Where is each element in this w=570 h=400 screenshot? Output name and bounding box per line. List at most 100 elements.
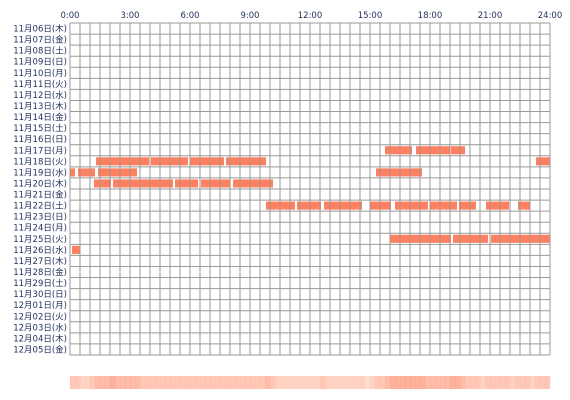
heat-strip-cell (440, 376, 446, 389)
heat-strip-cell (120, 376, 126, 389)
activity-bar (233, 179, 273, 188)
heat-strip-cell (390, 376, 396, 389)
heat-strip-cell (215, 376, 221, 389)
heat-strip-cell (100, 376, 106, 389)
heat-strip-cell (355, 376, 361, 389)
heat-strip-cell (300, 376, 306, 389)
activity-bar (113, 179, 173, 188)
heat-strip-cell (365, 376, 371, 389)
activity-bar (430, 201, 457, 210)
heat-strip-cell (465, 376, 471, 389)
heat-strip-cell (245, 376, 251, 389)
heat-strip-cell (340, 376, 346, 389)
heat-strip-cell (380, 376, 386, 389)
heat-strip-cell (540, 376, 546, 389)
heat-strip-cell (400, 376, 406, 389)
heat-strip-cell (505, 376, 511, 389)
heat-strip-cell (525, 376, 531, 389)
heat-strip-cell (80, 376, 86, 389)
activity-bar (94, 179, 111, 188)
day-label: 11月25日(火) (13, 235, 67, 245)
heat-strip-cell (480, 376, 486, 389)
day-label: 11月19日(水) (13, 167, 67, 178)
activity-bar (190, 157, 224, 166)
heat-strip-cell (310, 376, 316, 389)
heat-strip-cell (420, 376, 426, 389)
heat-strip-cell (430, 376, 436, 389)
day-label: 11月24日(月) (13, 224, 67, 234)
heat-strip-cell (260, 376, 266, 389)
heat-strip-cell (360, 376, 366, 389)
heat-strip-cell (105, 376, 111, 389)
day-label: 11月14日(金) (13, 112, 67, 123)
heat-strip-cell (150, 376, 156, 389)
activity-bar (324, 201, 362, 210)
day-label: 11月11日(火) (13, 80, 67, 90)
heat-strip-cell (140, 376, 146, 389)
x-tick-label: 0:00 (60, 11, 79, 21)
heat-strip-cell (205, 376, 211, 389)
heat-strip-cell (220, 376, 226, 389)
heat-strip-cell (330, 376, 336, 389)
activity-bar (96, 157, 149, 166)
x-axis-tick-labels: 0:00 3:00 6:00 9:00 12:00 15:00 18:00 21:00 24:0… (60, 11, 562, 21)
activity-bar (518, 201, 530, 210)
heat-strip-cell (240, 376, 246, 389)
heat-strip-cell (110, 376, 116, 389)
heat-strip-cell (475, 376, 481, 389)
heat-strip-cell (210, 376, 216, 389)
heat-strip-cell (255, 376, 261, 389)
activity-bar (416, 146, 450, 155)
x-tick-label: 21:00 (478, 11, 503, 21)
heat-strip-cell (125, 376, 131, 389)
heat-strip-cell (200, 376, 206, 389)
activity-bar (175, 179, 198, 188)
heat-strip-cell (405, 376, 411, 389)
heat-strip-cell (495, 376, 501, 389)
activity-bar (98, 168, 137, 177)
activity-bar (451, 146, 465, 155)
heat-strip-cell (345, 376, 351, 389)
heat-strip-cell (170, 376, 176, 389)
heat-strip-cell (130, 376, 136, 389)
activity-bar (78, 168, 95, 177)
heat-strip-cell (450, 376, 456, 389)
heat-strip-cell (250, 376, 256, 389)
grid-lines (69, 22, 551, 356)
heat-strip-cell (535, 376, 541, 389)
x-tick-label: 15:00 (358, 11, 383, 21)
day-label: 11月10日(月) (13, 69, 67, 79)
heat-strip-cell (335, 376, 341, 389)
activity-bar (297, 201, 321, 210)
heat-strip-cell (175, 376, 181, 389)
activity-bar (536, 157, 550, 166)
heat-strip-cell (295, 376, 301, 389)
day-label: 11月21日(金) (13, 190, 67, 201)
heat-strip-cell (315, 376, 321, 389)
heat-strip-cell (490, 376, 496, 389)
heat-strip-cell (70, 376, 76, 389)
heat-strip-cell (155, 376, 161, 389)
heat-strip-cell (320, 376, 326, 389)
heat-strip-cell (455, 376, 461, 389)
heat-strip-cell (325, 376, 331, 389)
day-label: 11月12日(水) (13, 90, 67, 101)
activity-bar (385, 146, 412, 155)
heat-strip-cell (95, 376, 101, 389)
heat-strip-cell (225, 376, 231, 389)
activity-bar (70, 168, 75, 177)
heat-strip-cell (305, 376, 311, 389)
heat-strip-cell (195, 376, 201, 389)
day-label: 12月03日(水) (13, 322, 67, 333)
activity-bar (486, 201, 509, 210)
heat-strip-cell (265, 376, 271, 389)
heat-strip-cell (415, 376, 421, 389)
heat-strip-cell (445, 376, 451, 389)
heat-strip-cell (530, 376, 536, 389)
heat-strip-cell (460, 376, 466, 389)
day-label: 11月29日(土) (13, 278, 67, 289)
day-label: 11月23日(日) (13, 213, 67, 223)
day-label: 11月07日(金) (13, 35, 67, 46)
heat-strip-cell (290, 376, 296, 389)
